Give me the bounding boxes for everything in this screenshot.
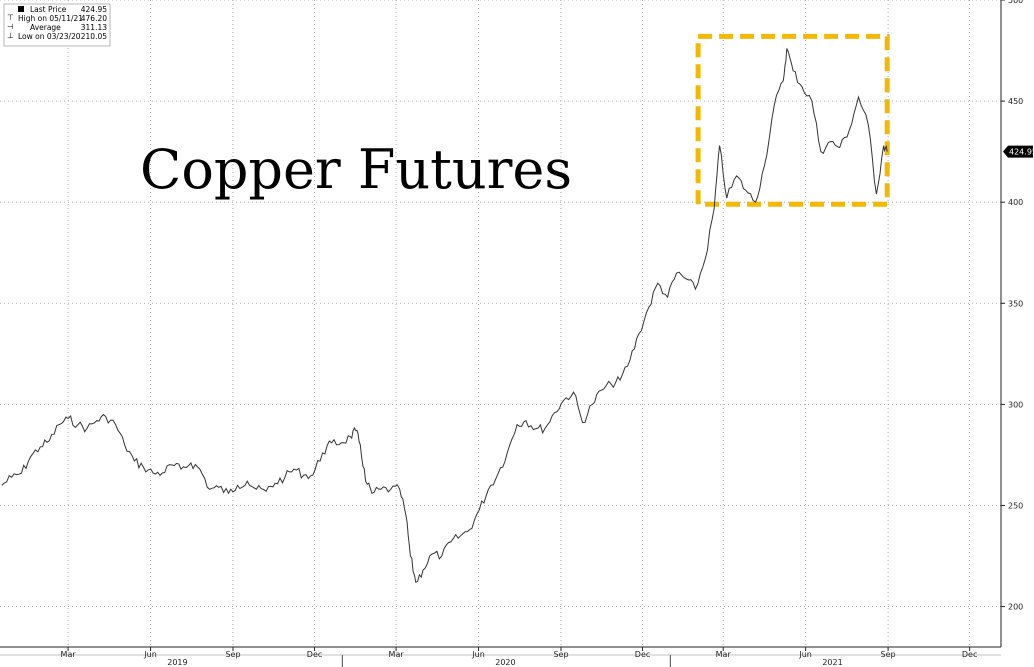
x-tick-label: Jun: [798, 650, 812, 659]
y-tick-label: 500: [1008, 0, 1023, 5]
y-tick-label: 250: [1008, 501, 1023, 510]
x-tick-label: Dec: [635, 650, 650, 659]
y-tick-label: 400: [1008, 198, 1023, 207]
legend: ⊤ ⊣ ⊥ Last Price 424.95 High on 05/11/21…: [3, 3, 111, 47]
legend-glyph-low: ⊥: [7, 31, 14, 40]
x-tick-label: Sep: [553, 650, 568, 659]
x-tick-label: Mar: [389, 650, 405, 659]
series-line: [1, 48, 888, 584]
legend-glyph-average: ⊣: [7, 22, 14, 31]
x-year-label: 2021: [822, 658, 842, 667]
x-tick-label: Dec: [307, 650, 322, 659]
last-price-tag: [1003, 145, 1033, 158]
x-year-label: 2019: [167, 658, 187, 667]
gridlines: [0, 0, 1001, 647]
legend-label-last-price: Last Price: [30, 5, 67, 14]
legend-value-high: 476.20: [81, 14, 107, 23]
x-tick-label: Sep: [881, 650, 896, 659]
chart-title: Copper Futures: [140, 138, 572, 201]
x-tick-label: Mar: [716, 650, 732, 659]
legend-swatch-last-price: [18, 6, 24, 12]
legend-value-low: 210.05: [81, 32, 107, 41]
axes: [0, 0, 1005, 667]
y-tick-label: 300: [1008, 400, 1023, 409]
y-tick-label: 200: [1008, 603, 1023, 612]
x-tick-label: Jun: [143, 650, 157, 659]
legend-value-last-price: 424.95: [81, 5, 107, 14]
legend-glyph-high: ⊤: [7, 13, 14, 22]
highlight-box: [695, 33, 890, 207]
last-price-label: 424.95: [1009, 148, 1034, 157]
y-tick-label: 450: [1008, 97, 1023, 106]
x-year-label: 2020: [495, 658, 515, 667]
legend-label-average: Average: [30, 23, 61, 32]
last-price-marker: 424.95: [1003, 145, 1034, 158]
legend-label-high: High on 05/11/21: [18, 14, 83, 23]
legend-label-low: Low on 03/23/20: [18, 32, 81, 41]
x-tick-label: Dec: [962, 650, 977, 659]
x-tick-label: Jun: [471, 650, 485, 659]
x-tick-label: Mar: [61, 650, 77, 659]
x-tick-label: Sep: [225, 650, 240, 659]
tick-labels: 200 250 300 350 400 450 500 Mar Jun Sep Dec Mar Jun S…: [61, 0, 1024, 667]
y-tick-label: 350: [1008, 299, 1023, 308]
legend-value-average: 311.13: [81, 23, 107, 32]
